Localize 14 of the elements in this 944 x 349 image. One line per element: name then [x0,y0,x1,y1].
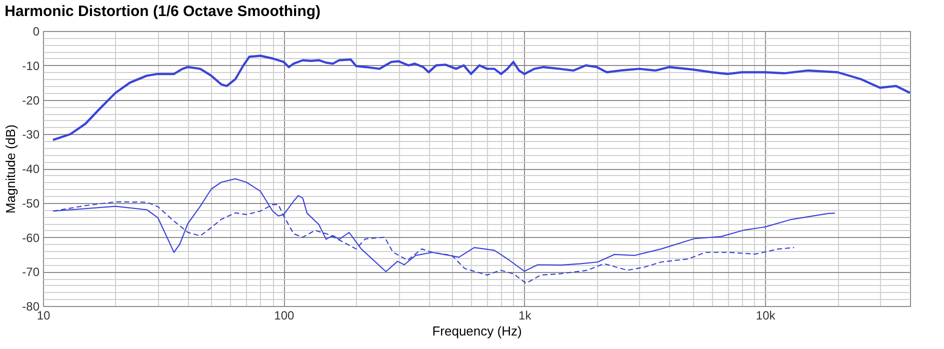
y-axis-title: Magnitude (dB) [3,124,18,214]
y-tick-label: -70 [22,265,40,280]
y-tick-label: -40 [22,162,40,176]
x-tick-label: 1k [518,308,532,322]
x-tick-label: 10k [756,308,776,322]
x-tick-label: 100 [274,308,295,322]
y-tick-label: -10 [22,58,40,73]
x-axis-title: Frequency (Hz) [432,324,522,338]
y-tick-label: 0 [32,24,40,38]
chart-title: Harmonic Distortion (1/6 Octave Smoothing) [4,3,321,20]
y-tick-label: -60 [22,230,40,245]
y-tick-label: -50 [22,196,40,210]
y-tick-label: -20 [22,93,40,108]
y-tick-label: -30 [22,128,40,142]
